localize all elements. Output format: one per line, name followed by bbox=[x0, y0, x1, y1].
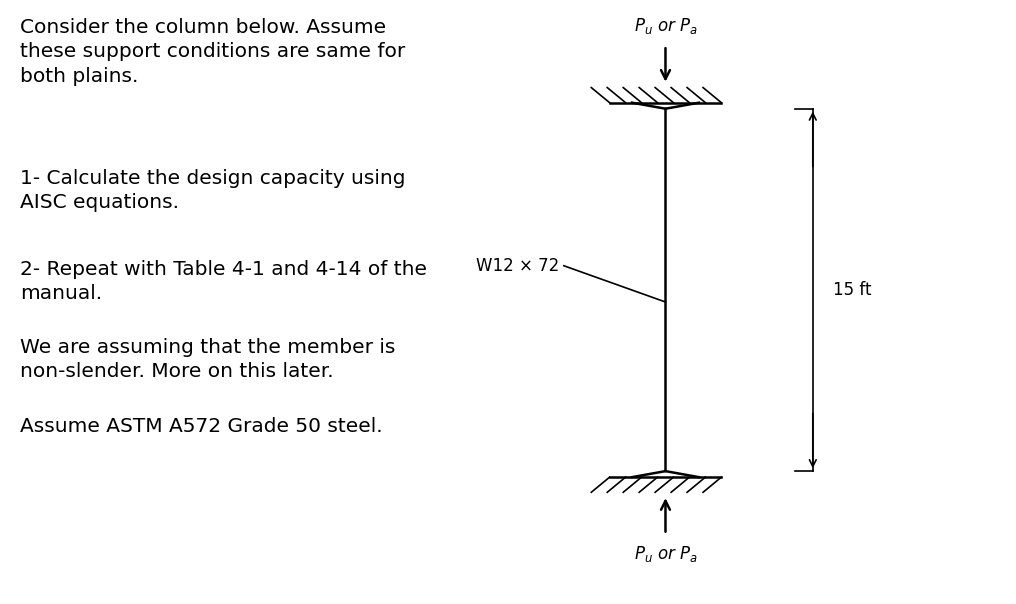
Text: W12 × 72: W12 × 72 bbox=[475, 257, 559, 275]
Text: Consider the column below. Assume
these support conditions are same for
both pla: Consider the column below. Assume these … bbox=[20, 18, 405, 86]
Text: Assume ASTM A572 Grade 50 steel.: Assume ASTM A572 Grade 50 steel. bbox=[20, 417, 383, 435]
Text: 1- Calculate the design capacity using
AISC equations.: 1- Calculate the design capacity using A… bbox=[20, 169, 405, 213]
Text: $P_u$ or $P_a$: $P_u$ or $P_a$ bbox=[634, 16, 697, 36]
Text: We are assuming that the member is
non-slender. More on this later.: We are assuming that the member is non-s… bbox=[20, 338, 395, 382]
Text: 15 ft: 15 ft bbox=[833, 281, 872, 299]
Text: $P_u$ or $P_a$: $P_u$ or $P_a$ bbox=[634, 544, 697, 564]
Text: 2- Repeat with Table 4-1 and 4-14 of the
manual.: 2- Repeat with Table 4-1 and 4-14 of the… bbox=[20, 260, 428, 303]
